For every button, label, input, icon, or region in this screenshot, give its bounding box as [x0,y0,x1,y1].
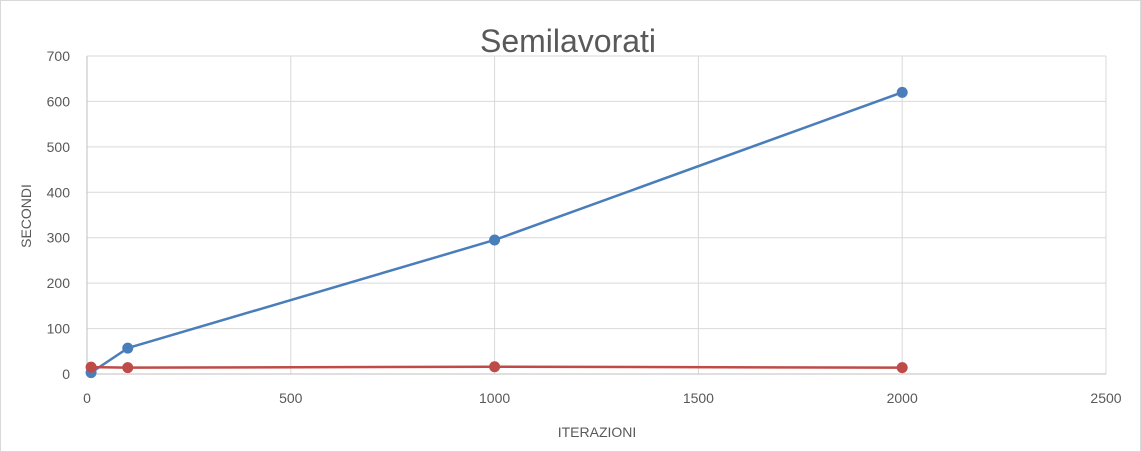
x-tick-label: 2500 [1090,390,1121,406]
y-tick-label: 700 [47,48,71,64]
y-tick-label: 200 [47,275,71,291]
y-tick-label: 600 [47,93,71,109]
x-tick-label: 1000 [479,390,510,406]
y-axis-title: SECONDI [18,184,34,248]
y-tick-label: 500 [47,139,71,155]
x-tick-label: 0 [83,390,91,406]
series-2-point [489,361,501,373]
series-1-point [489,234,501,246]
series-2-line [91,365,903,369]
series-1-line [90,91,903,374]
tick-labels: 0 100 200 300 400 500 600 700 0 500 1000 1500 2000 25… [47,48,1122,406]
x-tick-label: 500 [279,390,303,406]
x-tick-label: 1500 [683,390,714,406]
data-series [85,86,908,379]
series-1-point [896,86,908,98]
x-tick-label: 2000 [887,390,918,406]
series-2-point [896,362,908,374]
chart-title: Semilavorati [480,23,656,59]
y-tick-label: 400 [47,184,71,200]
series-2-point [122,362,134,374]
y-tick-label: 300 [47,230,71,246]
y-tick-label: 0 [62,366,70,382]
y-tick-label: 100 [47,321,71,337]
gridlines [87,55,1107,374]
axes [86,56,1106,375]
series-2-point [85,361,97,373]
x-axis-title: ITERAZIONI [558,424,637,440]
series-1-point [122,342,134,354]
